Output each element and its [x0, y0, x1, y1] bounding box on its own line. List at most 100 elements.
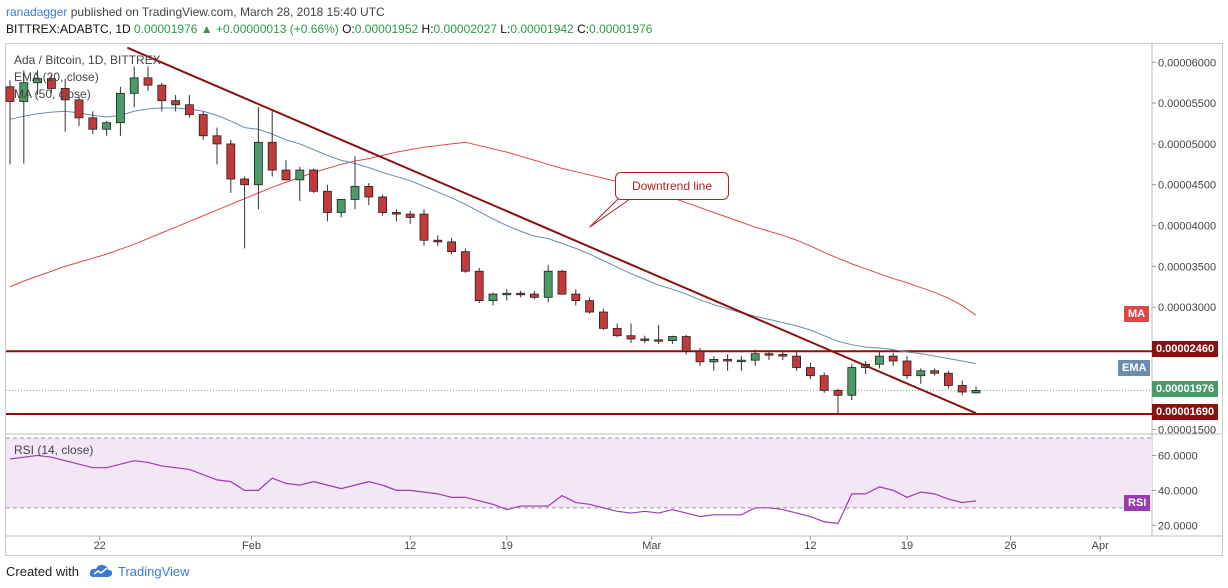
close-value: 0.00001976: [589, 22, 653, 36]
candle-body: [916, 370, 926, 377]
chart-canvas[interactable]: 0.00006000 0.00005500 0.00005000 0.00004500…: [0, 0, 1228, 558]
resistance-price-tag: 0.00002460: [1152, 341, 1219, 357]
price-tick-label: 0.00006000: [1158, 57, 1216, 69]
candle-body: [378, 196, 388, 213]
candle-body: [888, 355, 898, 362]
ema20-line: [9, 107, 977, 364]
created-with-text: Created with: [6, 564, 79, 579]
rsi-tick-label: 20.0000: [1158, 520, 1198, 532]
candle-body: [778, 354, 788, 357]
candle-body: [764, 353, 774, 356]
publish-line: ranadagger published on TradingView.com,…: [6, 5, 385, 19]
candle-body: [171, 100, 181, 106]
candle-body: [806, 367, 815, 377]
open-label: O:: [342, 22, 355, 36]
ma50-line: [9, 141, 977, 316]
downtrend-line: [126, 46, 977, 415]
candle-body: [184, 104, 194, 115]
publish-info: published on TradingView.com, March 28, …: [70, 5, 385, 19]
time-tick-label: 19: [901, 540, 913, 552]
candle-body: [516, 292, 525, 296]
time-tick-label: 26: [1004, 540, 1016, 552]
candle-body: [695, 350, 705, 363]
candle-body: [336, 199, 346, 213]
candle-body: [833, 389, 843, 396]
candle-body: [88, 117, 98, 130]
candle-body: [681, 336, 691, 352]
chart-title: Ada / Bitcoin, 1D, BITTREX: [14, 53, 161, 67]
candle-body: [447, 241, 457, 253]
price-tick-label: 0.00003500: [1158, 261, 1216, 273]
candle-body: [944, 372, 953, 386]
rsi-legend[interactable]: RSI (14, close): [14, 443, 94, 457]
candle-body: [253, 141, 263, 186]
time-tick-label: 12: [804, 540, 816, 552]
tradingview-cloud-icon: [89, 564, 113, 577]
candle-body: [405, 213, 415, 218]
candle-body: [543, 270, 553, 298]
candle-body: [626, 335, 636, 340]
candle-body: [322, 190, 332, 213]
candle-body: [226, 143, 236, 180]
time-tick-label: Apr: [1092, 540, 1109, 552]
up-arrow-icon: ▲: [200, 22, 213, 36]
candle-body: [350, 185, 360, 200]
high-value: 0.00002027: [433, 22, 497, 36]
ma-tag: MA: [1124, 306, 1150, 322]
time-tick-label: 19: [501, 540, 513, 552]
last-price-tag: 0.00001976: [1152, 381, 1219, 397]
candle-body: [281, 169, 291, 181]
price-tick-label: 0.00005000: [1158, 139, 1216, 151]
candle-body: [723, 358, 732, 362]
price-tick-label: 0.00003000: [1158, 302, 1216, 314]
candle-body: [60, 88, 70, 101]
candle-body: [557, 270, 567, 295]
downtrend-callout[interactable]: Downtrend line: [615, 172, 729, 200]
price-tick-label: 0.00001500: [1158, 425, 1216, 437]
time-tick-label: Mar: [642, 540, 661, 552]
candle-body: [819, 375, 829, 391]
candle-body: [309, 169, 319, 192]
rsi-line: [9, 454, 977, 525]
rsi-band: [6, 438, 1152, 508]
author-link[interactable]: ranadagger: [6, 5, 68, 19]
candle-body: [74, 99, 84, 119]
price-tick-label: 0.00004000: [1158, 221, 1216, 233]
callout-pointer: [589, 198, 631, 228]
candle-body: [391, 212, 401, 215]
candle-body: [957, 385, 967, 393]
candle-body: [129, 77, 139, 94]
candle-body: [571, 293, 581, 302]
rsi-tick-label: 60.0000: [1158, 450, 1198, 462]
rsi-tag: RSI: [1124, 495, 1151, 511]
candle-body: [116, 92, 125, 124]
ma-legend[interactable]: MA (50, close): [14, 87, 91, 101]
time-tick-label: Feb: [242, 540, 261, 552]
price-tick-label: 0.00005500: [1158, 98, 1216, 110]
candle-body: [530, 293, 539, 298]
candle-body: [419, 213, 429, 241]
candle-body: [750, 353, 760, 361]
candle-body: [654, 339, 663, 342]
publish-header: ranadagger published on TradingView.com,…: [0, 0, 1228, 40]
price-change: +0.00000013 (+0.66%): [216, 22, 339, 36]
candle-body: [212, 135, 222, 145]
candle-body: [267, 141, 277, 171]
time-tick-label: 12: [404, 540, 416, 552]
candle-body: [19, 82, 29, 102]
close-label: C:: [577, 22, 590, 36]
candle-body: [488, 293, 498, 302]
candle-body: [33, 78, 42, 84]
candle-body: [875, 355, 884, 365]
price-tick-label: 0.00004500: [1158, 180, 1216, 192]
time-tick-label: 22: [94, 540, 106, 552]
chart-frame[interactable]: [5, 43, 1223, 556]
open-value: 0.00001952: [354, 22, 419, 36]
candle-body: [612, 327, 622, 337]
ema-legend[interactable]: EMA (20, close): [14, 70, 99, 84]
tradingview-link[interactable]: TradingView: [118, 564, 190, 579]
candle-body: [792, 355, 801, 368]
low-value: 0.00001942: [510, 22, 574, 36]
candle-body: [143, 77, 153, 86]
candle-body: [460, 251, 470, 272]
